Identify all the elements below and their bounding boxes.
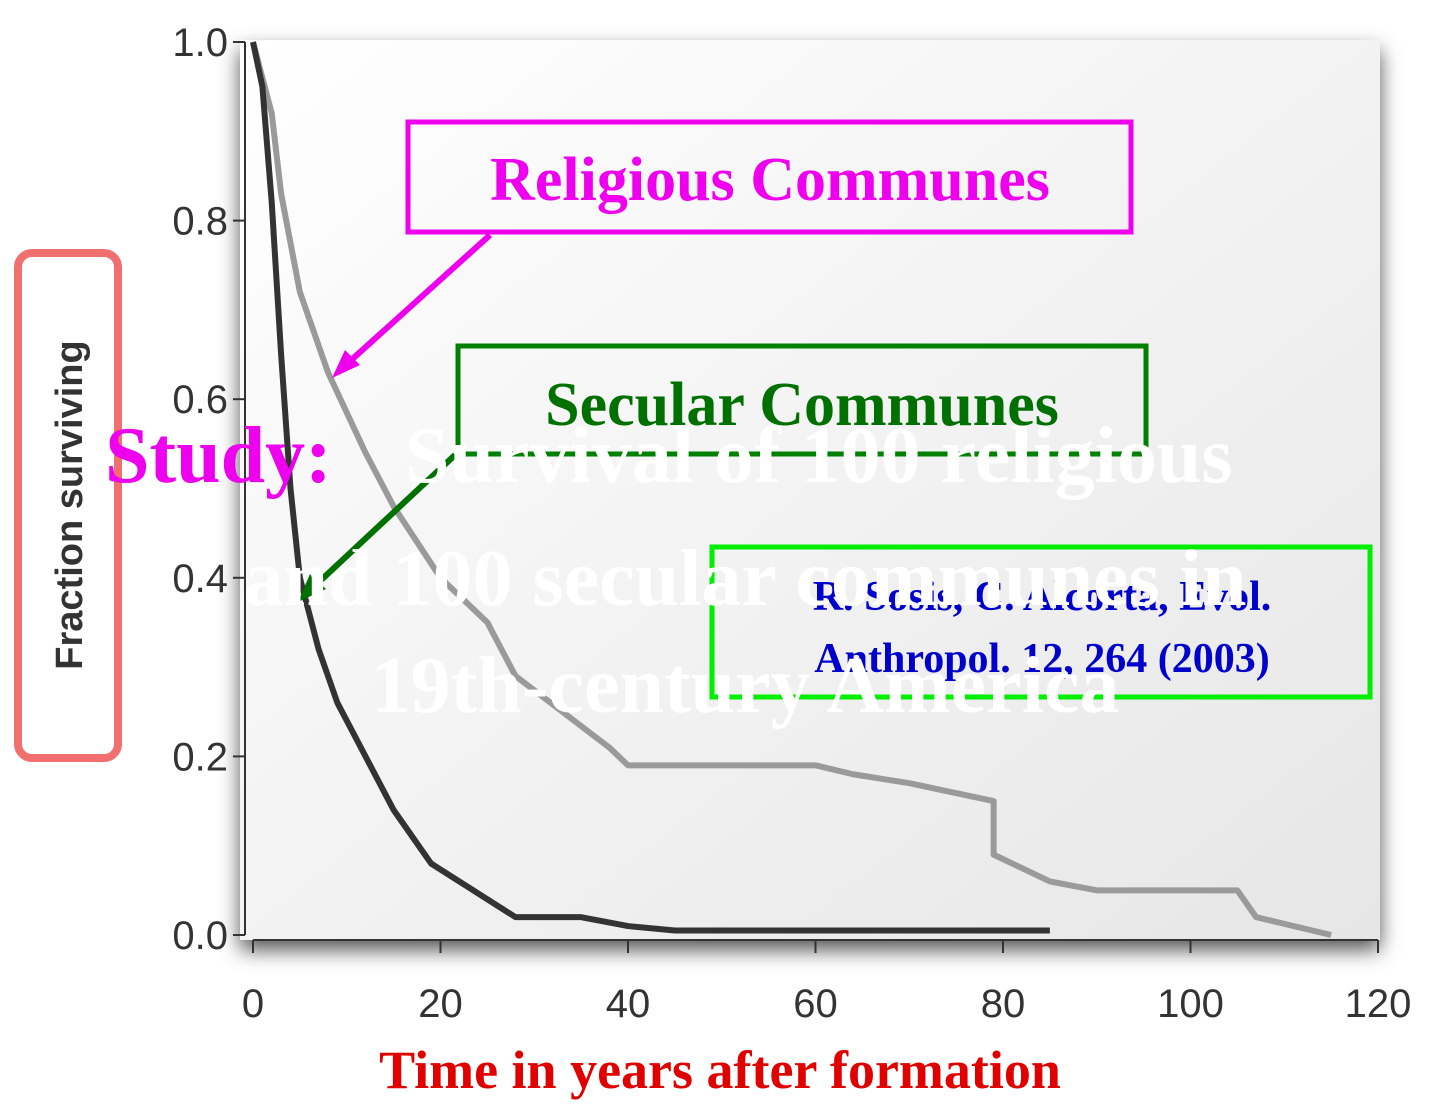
religious-label: Religious Communes — [490, 146, 1050, 214]
study-label: Study: — [105, 412, 332, 500]
x-tick-label: 20 — [418, 982, 463, 1026]
study-text: Survival of 100 religious — [405, 412, 1232, 500]
x-tick-label: 80 — [981, 982, 1026, 1026]
arrow — [301, 452, 458, 599]
y-tick-label: 0.4 — [172, 557, 228, 601]
study-text: 19th-century America — [371, 642, 1120, 730]
y-tick-label: 0.0 — [172, 914, 228, 958]
secular-box — [455, 343, 1149, 457]
y-tick-label: 0.8 — [172, 200, 228, 244]
citation: R. Sosis, C. Alcorta, Evol. — [813, 574, 1272, 620]
arrowhead — [298, 574, 326, 602]
xlabel-bg — [300, 1032, 1290, 1107]
x-tick-label: 40 — [606, 982, 651, 1026]
arrow — [335, 232, 493, 375]
citation: Anthropol. 12, 264 (2003) — [814, 636, 1269, 682]
plot: 0.0 0.2 0.4 0.6 0.8 1.0 0 20 40 60 80 100 120 — [172, 21, 1411, 1026]
x-tick-label: 100 — [1157, 982, 1224, 1026]
y-tick-label: 1.0 — [172, 21, 228, 65]
x-tick-label: 0 — [242, 982, 264, 1026]
y-tick-label: 0.2 — [172, 735, 228, 779]
arrowhead — [332, 350, 360, 378]
religious-box — [405, 119, 1134, 235]
citation-box — [709, 544, 1373, 700]
y-tick-label: 0.6 — [172, 378, 228, 422]
survival-curve — [250, 41, 1332, 938]
x-tick-label: 60 — [793, 982, 838, 1026]
x-axis-label: Time in years after formation — [379, 1040, 1061, 1100]
study-text: and 100 secular communes in — [243, 535, 1246, 623]
x-tick-label: 120 — [1345, 982, 1412, 1026]
plot-area — [240, 40, 1380, 940]
highlight-box — [14, 249, 122, 762]
y-axis-label: Fraction surviving — [49, 340, 91, 669]
secular-label: Secular Communes — [545, 371, 1059, 439]
survival-curve — [250, 41, 1050, 934]
